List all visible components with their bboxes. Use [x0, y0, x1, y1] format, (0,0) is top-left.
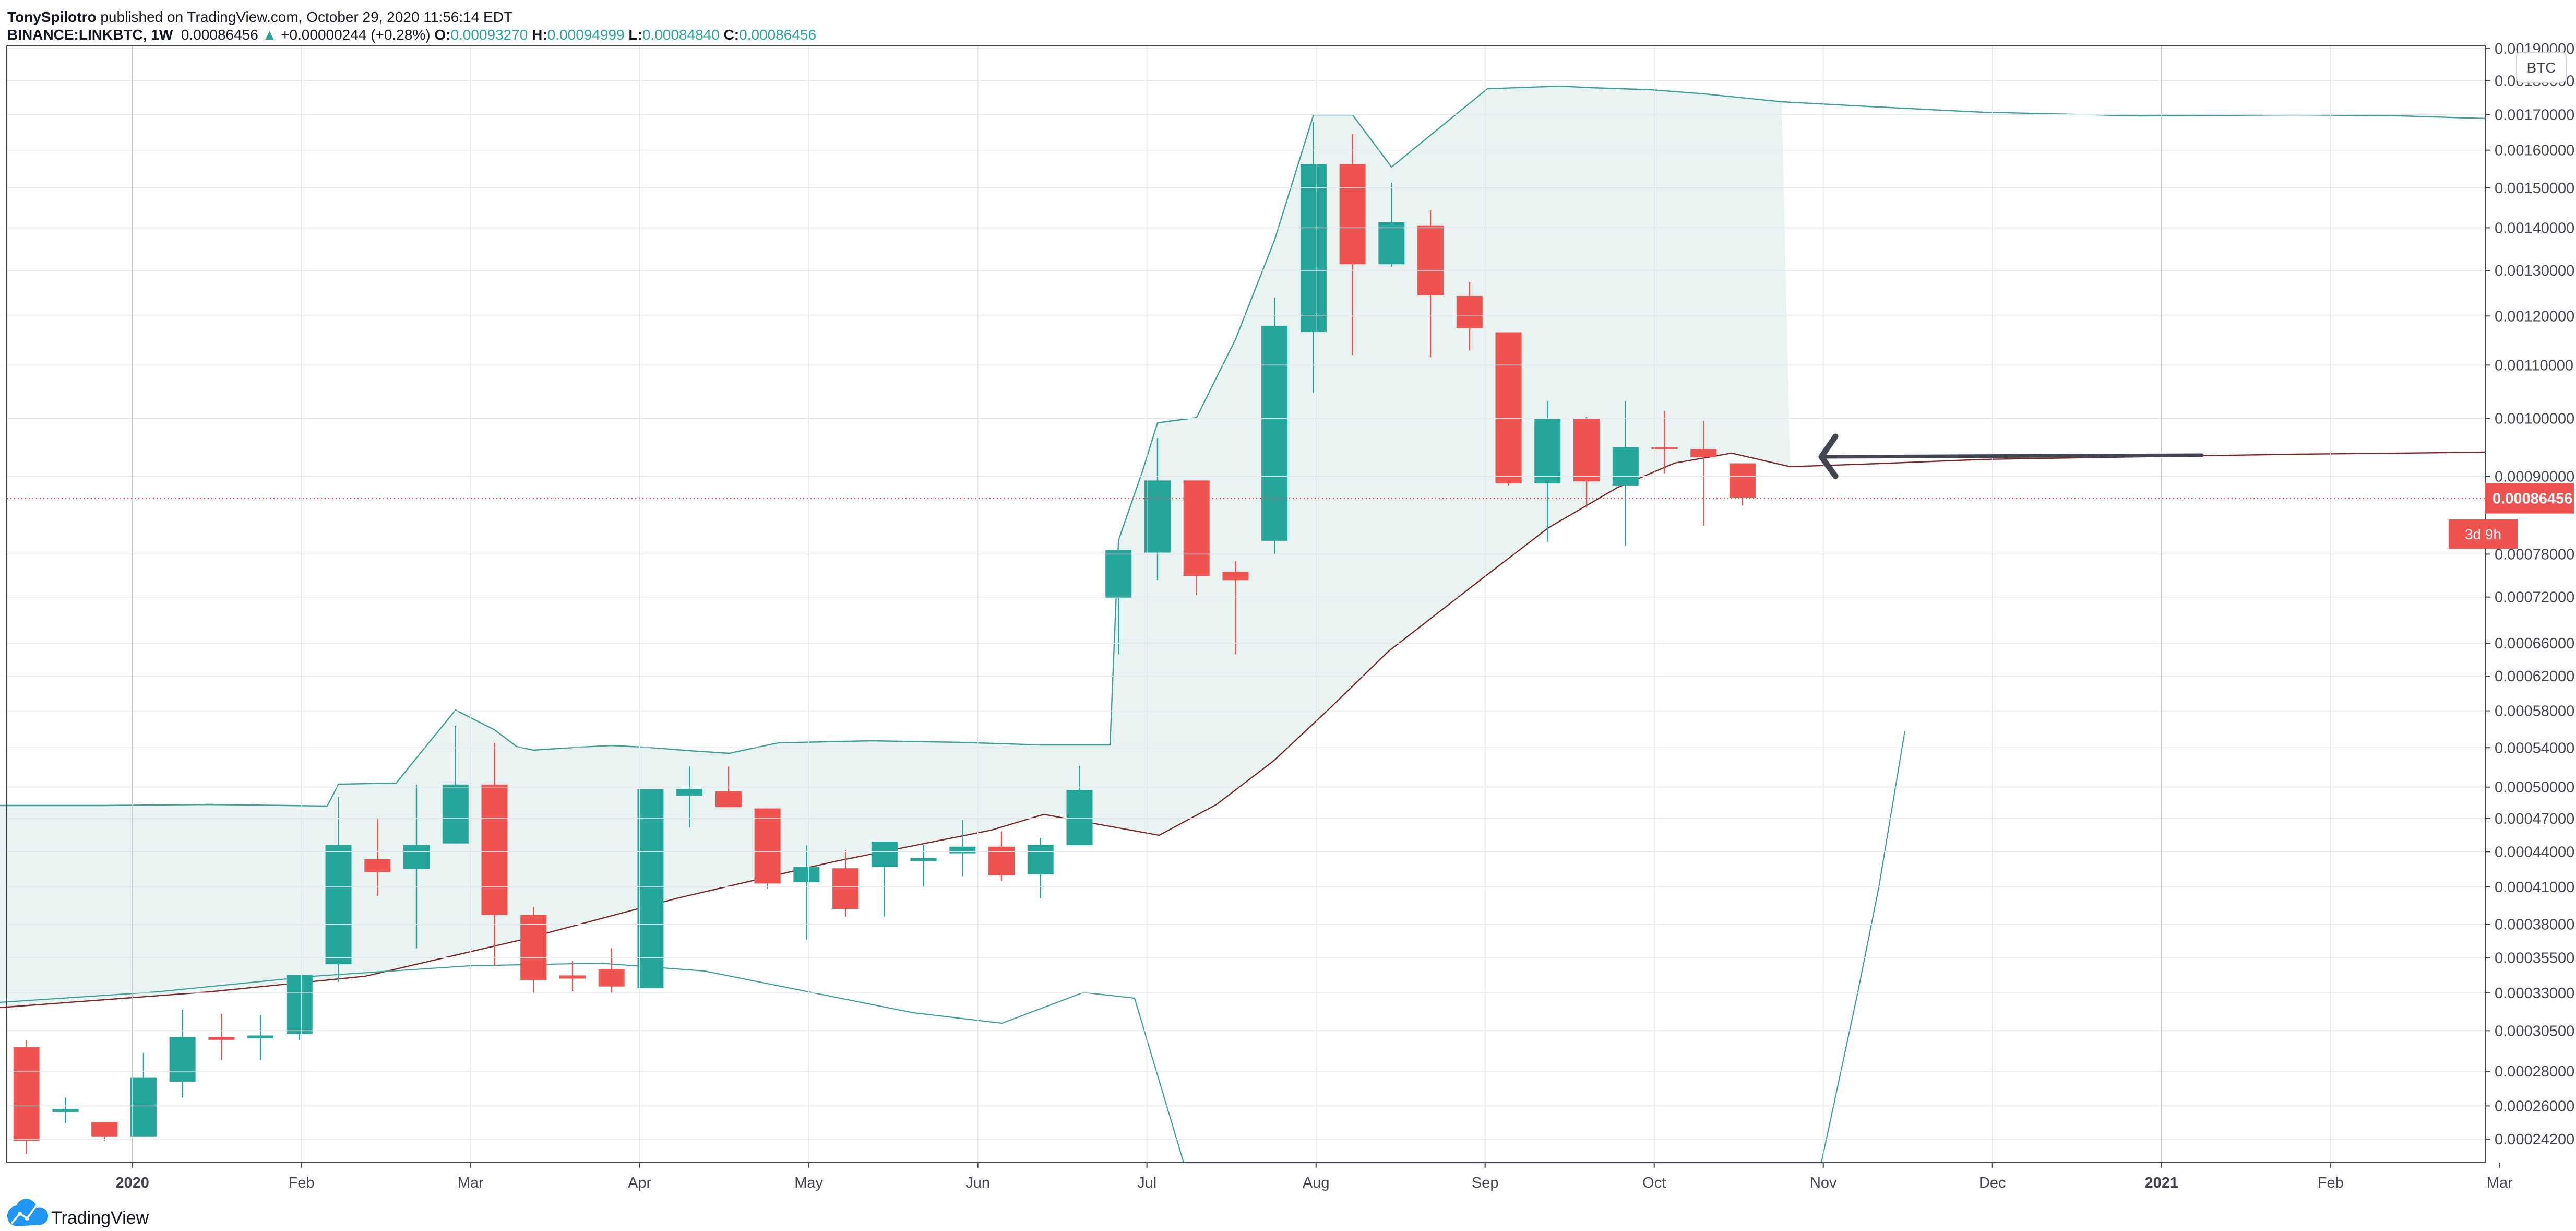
- svg-text:0.00090000: 0.00090000: [2495, 469, 2574, 486]
- svg-text:Dec: Dec: [1979, 1175, 2006, 1191]
- svg-text:Jul: Jul: [1137, 1175, 1156, 1191]
- svg-text:0.00038000: 0.00038000: [2495, 917, 2574, 933]
- svg-text:0.00054000: 0.00054000: [2495, 740, 2574, 756]
- svg-text:0.00058000: 0.00058000: [2495, 703, 2574, 720]
- svg-text:0.00024200: 0.00024200: [2495, 1131, 2574, 1148]
- svg-text:Feb: Feb: [289, 1175, 315, 1191]
- svg-text:0.00050000: 0.00050000: [2495, 779, 2574, 796]
- svg-text:0.00130000: 0.00130000: [2495, 263, 2574, 279]
- svg-text:Oct: Oct: [1642, 1175, 1666, 1191]
- svg-text:0.00110000: 0.00110000: [2495, 357, 2573, 374]
- svg-text:Jun: Jun: [965, 1175, 990, 1191]
- svg-text:0.00028000: 0.00028000: [2495, 1063, 2574, 1080]
- svg-text:0.00030500: 0.00030500: [2495, 1023, 2574, 1039]
- svg-text:3d 9h: 3d 9h: [2465, 526, 2501, 542]
- svg-text:0.00066000: 0.00066000: [2495, 635, 2574, 652]
- svg-text:0.00140000: 0.00140000: [2495, 220, 2574, 236]
- svg-text:0.00033000: 0.00033000: [2495, 985, 2574, 1002]
- svg-text:Sep: Sep: [1472, 1175, 1499, 1191]
- svg-text:0.00078000: 0.00078000: [2495, 546, 2574, 563]
- svg-text:0.00047000: 0.00047000: [2495, 811, 2574, 827]
- svg-text:0.00170000: 0.00170000: [2495, 106, 2574, 123]
- svg-text:TradingView: TradingView: [51, 1208, 149, 1228]
- svg-text:0.00062000: 0.00062000: [2495, 668, 2574, 685]
- svg-text:May: May: [794, 1175, 823, 1191]
- svg-text:2020: 2020: [115, 1175, 149, 1191]
- svg-text:0.00160000: 0.00160000: [2495, 143, 2574, 159]
- svg-text:0.00150000: 0.00150000: [2495, 180, 2574, 197]
- svg-text:Mar: Mar: [458, 1175, 484, 1191]
- svg-text:0.00086456: 0.00086456: [2492, 491, 2572, 507]
- svg-text:0.00041000: 0.00041000: [2495, 879, 2574, 896]
- svg-text:0.00044000: 0.00044000: [2495, 844, 2574, 860]
- svg-text:0.00072000: 0.00072000: [2495, 589, 2574, 606]
- svg-text:0.00026000: 0.00026000: [2495, 1098, 2574, 1115]
- svg-text:0.00100000: 0.00100000: [2495, 410, 2574, 427]
- svg-text:0.00035500: 0.00035500: [2495, 950, 2574, 966]
- svg-text:Feb: Feb: [2318, 1175, 2344, 1191]
- svg-text:Mar: Mar: [2487, 1175, 2513, 1191]
- svg-text:Nov: Nov: [1810, 1175, 1837, 1191]
- svg-text:BTC: BTC: [2527, 60, 2556, 76]
- svg-text:Apr: Apr: [628, 1175, 651, 1191]
- svg-text:Aug: Aug: [1303, 1175, 1330, 1191]
- svg-text:0.00120000: 0.00120000: [2495, 308, 2574, 325]
- svg-text:2021: 2021: [2144, 1175, 2178, 1191]
